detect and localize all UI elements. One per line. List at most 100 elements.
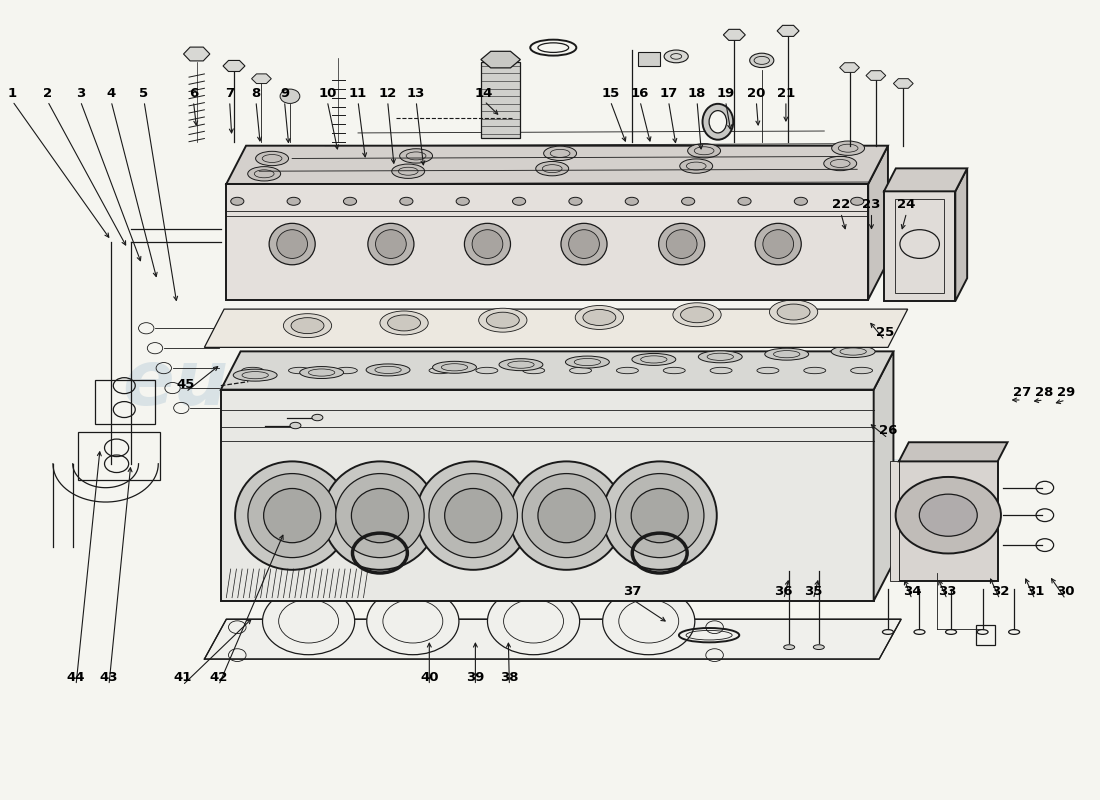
Ellipse shape <box>764 348 808 360</box>
Circle shape <box>603 588 695 654</box>
Text: 25: 25 <box>876 326 894 338</box>
Ellipse shape <box>682 198 695 206</box>
Ellipse shape <box>242 367 264 374</box>
Polygon shape <box>873 351 893 601</box>
Ellipse shape <box>543 146 576 161</box>
Ellipse shape <box>631 354 675 366</box>
Ellipse shape <box>392 164 425 178</box>
Ellipse shape <box>850 367 872 374</box>
Text: 9: 9 <box>279 86 289 99</box>
Text: 22: 22 <box>832 198 850 211</box>
Ellipse shape <box>255 151 288 166</box>
Ellipse shape <box>680 159 713 174</box>
Ellipse shape <box>235 462 349 570</box>
Ellipse shape <box>379 311 428 335</box>
Polygon shape <box>205 619 901 659</box>
Ellipse shape <box>478 308 527 332</box>
Polygon shape <box>205 309 908 347</box>
Polygon shape <box>223 61 245 71</box>
Ellipse shape <box>366 364 410 376</box>
Ellipse shape <box>464 223 510 265</box>
Ellipse shape <box>336 474 425 558</box>
Ellipse shape <box>681 306 714 322</box>
Circle shape <box>263 588 354 654</box>
Ellipse shape <box>499 358 543 370</box>
Ellipse shape <box>625 198 638 206</box>
Text: parts: parts <box>306 347 531 421</box>
Circle shape <box>280 89 300 103</box>
Text: 4: 4 <box>107 86 116 99</box>
Ellipse shape <box>287 198 300 206</box>
Text: euros: euros <box>122 347 364 421</box>
Ellipse shape <box>367 223 414 265</box>
Text: 29: 29 <box>1057 386 1075 398</box>
Ellipse shape <box>813 645 824 650</box>
Text: 34: 34 <box>903 585 922 598</box>
Polygon shape <box>955 168 967 301</box>
Text: 6: 6 <box>189 86 198 99</box>
Text: 17: 17 <box>659 86 678 99</box>
Polygon shape <box>884 168 967 191</box>
Ellipse shape <box>387 315 420 331</box>
Ellipse shape <box>688 143 720 158</box>
Polygon shape <box>899 462 998 581</box>
Polygon shape <box>868 146 888 299</box>
Ellipse shape <box>416 462 530 570</box>
Ellipse shape <box>292 318 324 334</box>
Ellipse shape <box>832 346 876 358</box>
Ellipse shape <box>476 367 498 374</box>
Ellipse shape <box>429 474 517 558</box>
Text: 27: 27 <box>1013 386 1031 398</box>
Ellipse shape <box>513 198 526 206</box>
Polygon shape <box>839 62 859 72</box>
Text: 38: 38 <box>500 671 519 684</box>
Ellipse shape <box>664 50 689 62</box>
Bar <box>78 432 161 480</box>
Ellipse shape <box>711 367 733 374</box>
Ellipse shape <box>710 110 727 133</box>
Circle shape <box>895 477 1001 554</box>
Ellipse shape <box>603 462 717 570</box>
Ellipse shape <box>323 462 437 570</box>
Ellipse shape <box>536 162 569 176</box>
Bar <box>976 625 996 645</box>
Ellipse shape <box>631 489 689 542</box>
Ellipse shape <box>486 312 519 328</box>
Ellipse shape <box>575 306 624 330</box>
Text: 42: 42 <box>209 671 228 684</box>
Ellipse shape <box>583 310 616 326</box>
Polygon shape <box>227 184 868 299</box>
Text: 8: 8 <box>251 86 261 99</box>
Text: 36: 36 <box>774 585 793 598</box>
Text: 14: 14 <box>475 86 494 99</box>
Text: 33: 33 <box>938 585 956 598</box>
Text: 31: 31 <box>1026 585 1044 598</box>
Text: parts: parts <box>723 442 948 517</box>
Ellipse shape <box>290 422 301 429</box>
Circle shape <box>920 494 977 536</box>
Text: 16: 16 <box>630 86 649 99</box>
Text: 20: 20 <box>747 86 766 99</box>
Ellipse shape <box>432 362 476 374</box>
Ellipse shape <box>763 230 793 258</box>
Ellipse shape <box>299 366 343 378</box>
Ellipse shape <box>616 367 638 374</box>
Text: 5: 5 <box>140 86 148 99</box>
Polygon shape <box>221 390 873 601</box>
Text: 43: 43 <box>100 671 118 684</box>
Ellipse shape <box>777 304 810 320</box>
Polygon shape <box>227 146 888 184</box>
Ellipse shape <box>804 367 826 374</box>
Ellipse shape <box>659 223 705 265</box>
Ellipse shape <box>522 367 544 374</box>
Ellipse shape <box>667 230 697 258</box>
Polygon shape <box>221 351 893 390</box>
Ellipse shape <box>444 489 502 542</box>
Text: 15: 15 <box>602 86 619 99</box>
Ellipse shape <box>794 198 807 206</box>
Ellipse shape <box>248 166 280 181</box>
Bar <box>638 52 660 66</box>
Text: 40: 40 <box>420 671 439 684</box>
Ellipse shape <box>663 367 685 374</box>
Bar <box>95 380 155 424</box>
